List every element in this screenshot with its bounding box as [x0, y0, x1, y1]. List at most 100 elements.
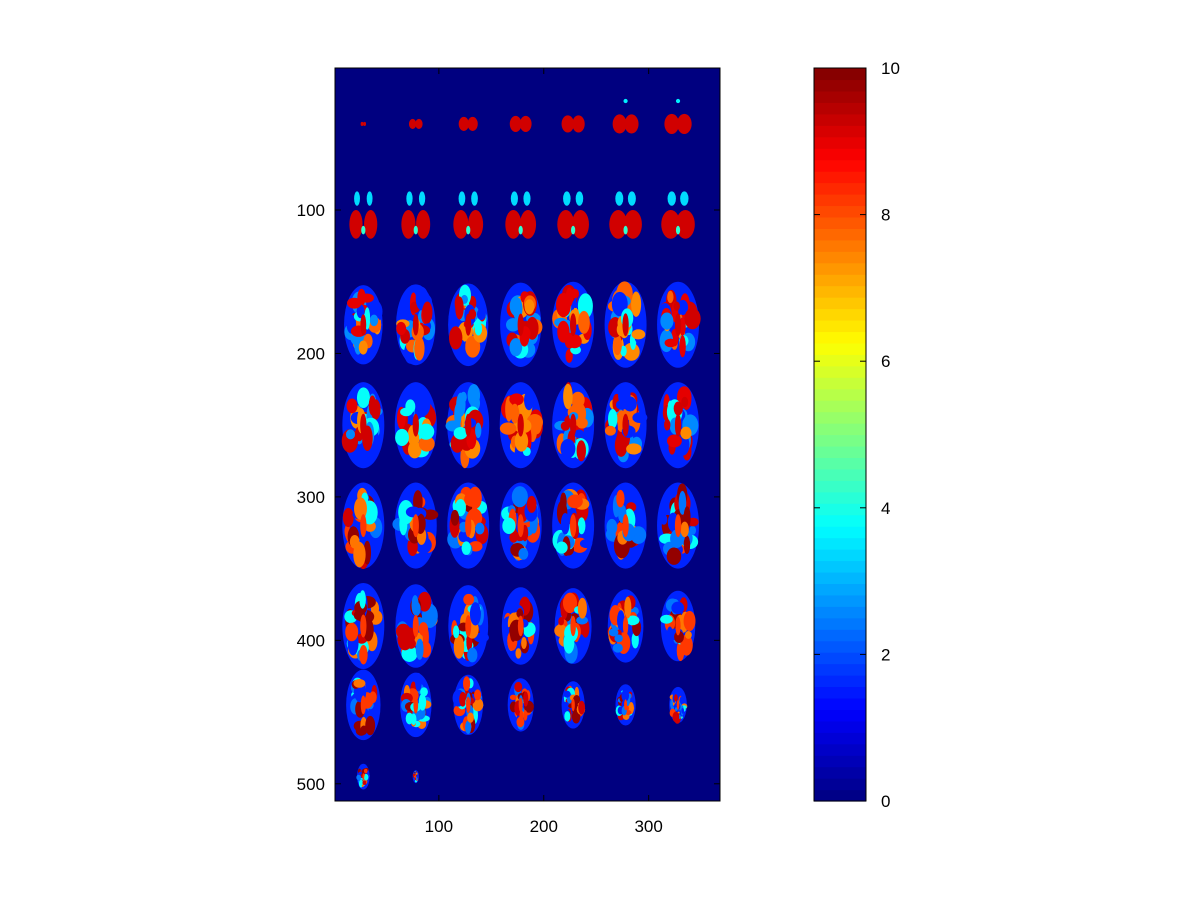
brain-slice [552, 382, 595, 469]
region [521, 637, 527, 650]
colorbar-band [814, 411, 866, 424]
brain-slice [412, 770, 419, 784]
colorbar-band [814, 148, 866, 161]
region [683, 610, 696, 632]
region [361, 225, 366, 235]
brain-slice [400, 672, 432, 738]
region [517, 615, 524, 637]
region [575, 191, 584, 206]
colorbar-band [814, 171, 866, 184]
region [569, 514, 577, 538]
region [467, 116, 478, 131]
region [560, 512, 570, 535]
region [514, 430, 529, 452]
region [661, 210, 681, 239]
region [561, 702, 569, 707]
region [623, 210, 642, 239]
colorbar-band [814, 365, 866, 378]
colorbar-band [814, 228, 866, 241]
colorbar-band [814, 503, 866, 516]
region [670, 529, 684, 548]
region [358, 771, 363, 775]
image-axes-frame [334, 67, 721, 802]
brain-slice [509, 115, 532, 132]
region [464, 491, 481, 507]
region [679, 335, 686, 358]
region [455, 498, 466, 517]
region [365, 715, 376, 736]
region [624, 596, 632, 619]
brain-slice [392, 482, 439, 569]
region [465, 615, 472, 637]
colorbar-band [814, 560, 866, 573]
colorbar-band [814, 514, 866, 527]
region [516, 608, 524, 618]
brain-slice [612, 98, 639, 134]
region [453, 597, 462, 616]
brain-slice [554, 588, 592, 664]
region [679, 695, 687, 706]
region [673, 401, 683, 416]
region [476, 308, 486, 321]
colorbar-band [814, 571, 866, 584]
region [567, 334, 582, 349]
region [524, 390, 534, 411]
region [606, 518, 618, 536]
region [474, 321, 483, 336]
region [361, 784, 364, 788]
region [346, 398, 358, 414]
region [680, 634, 693, 656]
colorbar-tick-label: 6 [881, 352, 890, 371]
region [667, 191, 676, 206]
region [631, 291, 642, 317]
region [674, 413, 682, 437]
region [467, 712, 474, 723]
brain-slice-mosaic [341, 98, 701, 790]
region [463, 593, 475, 606]
region [517, 514, 524, 538]
region [364, 210, 378, 239]
colorbar-band [814, 537, 866, 550]
brain-slice [448, 283, 489, 367]
region [416, 777, 418, 781]
brain-slice [609, 191, 642, 239]
region [517, 413, 524, 437]
region [453, 635, 465, 659]
region [511, 486, 528, 508]
region [677, 299, 689, 315]
region [675, 98, 681, 104]
region [625, 615, 640, 626]
region [509, 532, 518, 543]
brain-slice [344, 285, 383, 365]
colorbar-band [814, 480, 866, 493]
region [458, 530, 468, 543]
x-tick-label: 200 [530, 817, 558, 836]
region [519, 709, 524, 724]
region [502, 517, 516, 535]
region [505, 210, 522, 239]
brain-slice [452, 674, 484, 736]
colorbar-band [814, 205, 866, 218]
region [622, 342, 640, 361]
region [563, 383, 573, 410]
region [671, 601, 685, 615]
region [563, 690, 571, 698]
colorbar-band [814, 251, 866, 264]
brain-slice [607, 589, 644, 663]
region [345, 622, 359, 642]
colorbar-band [814, 697, 866, 710]
colorbar-band [814, 549, 866, 562]
region [684, 308, 701, 330]
region [347, 297, 362, 309]
colorbar-band [814, 457, 866, 470]
colorbar-ticks: 0 2 4 6 8 10 [814, 59, 900, 811]
region [560, 438, 576, 459]
colorbar-band [814, 629, 866, 642]
region [612, 643, 623, 653]
colorbar-band [814, 377, 866, 390]
region [624, 114, 639, 134]
colorbar-band [814, 526, 866, 539]
region [623, 225, 628, 235]
brain-slice [552, 281, 595, 368]
region [510, 403, 520, 424]
